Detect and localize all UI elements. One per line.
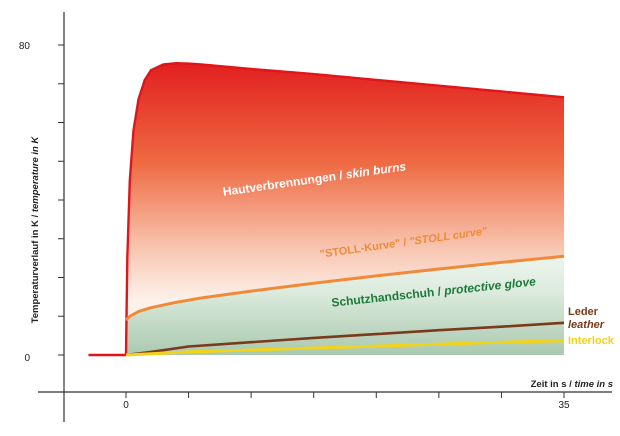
tick-layer — [58, 44, 565, 398]
x-axis-title: Zeit in s / time in s — [531, 379, 613, 390]
tick-labels: 80 0 0 35 — [19, 41, 570, 411]
y-axis-title-sep: / — [30, 212, 41, 220]
interlock-line — [125, 339, 565, 357]
skin-burns-label-sep: / — [335, 168, 347, 183]
x-axis-title-de: Zeit in s — [531, 379, 567, 390]
x-tick-label-0: 0 — [123, 400, 129, 411]
leather-label-de: Leder — [568, 306, 599, 318]
leather-line — [125, 321, 565, 357]
protective-glove-label-sep: / — [433, 284, 444, 299]
stoll-curve-line — [124, 254, 565, 322]
series-lines — [88, 62, 565, 357]
y-axis-title-de: Temperaturverlauf in K — [30, 220, 41, 323]
axis-titles: Temperaturverlauf in K / temperature in … — [30, 136, 613, 390]
y-axis-title: Temperaturverlauf in K / temperature in … — [30, 136, 41, 324]
area-layer — [126, 63, 564, 355]
stoll-curve-label-sep: / — [400, 236, 411, 249]
y-tick-label-0: 0 — [24, 353, 30, 364]
interlock-label: Interlock — [568, 335, 615, 347]
x-axis-title-en: time in s — [574, 379, 613, 390]
x-axis-title-sep: / — [567, 379, 575, 390]
y-tick-label-80: 80 — [19, 41, 31, 52]
leather-label-en: leather — [568, 319, 605, 331]
axes — [38, 12, 612, 422]
skin-burns-line — [88, 62, 565, 357]
y-axis-title-en: temperature in K — [30, 136, 41, 213]
x-tick-label-35: 35 — [558, 400, 570, 411]
skin-burns-area — [126, 63, 564, 355]
